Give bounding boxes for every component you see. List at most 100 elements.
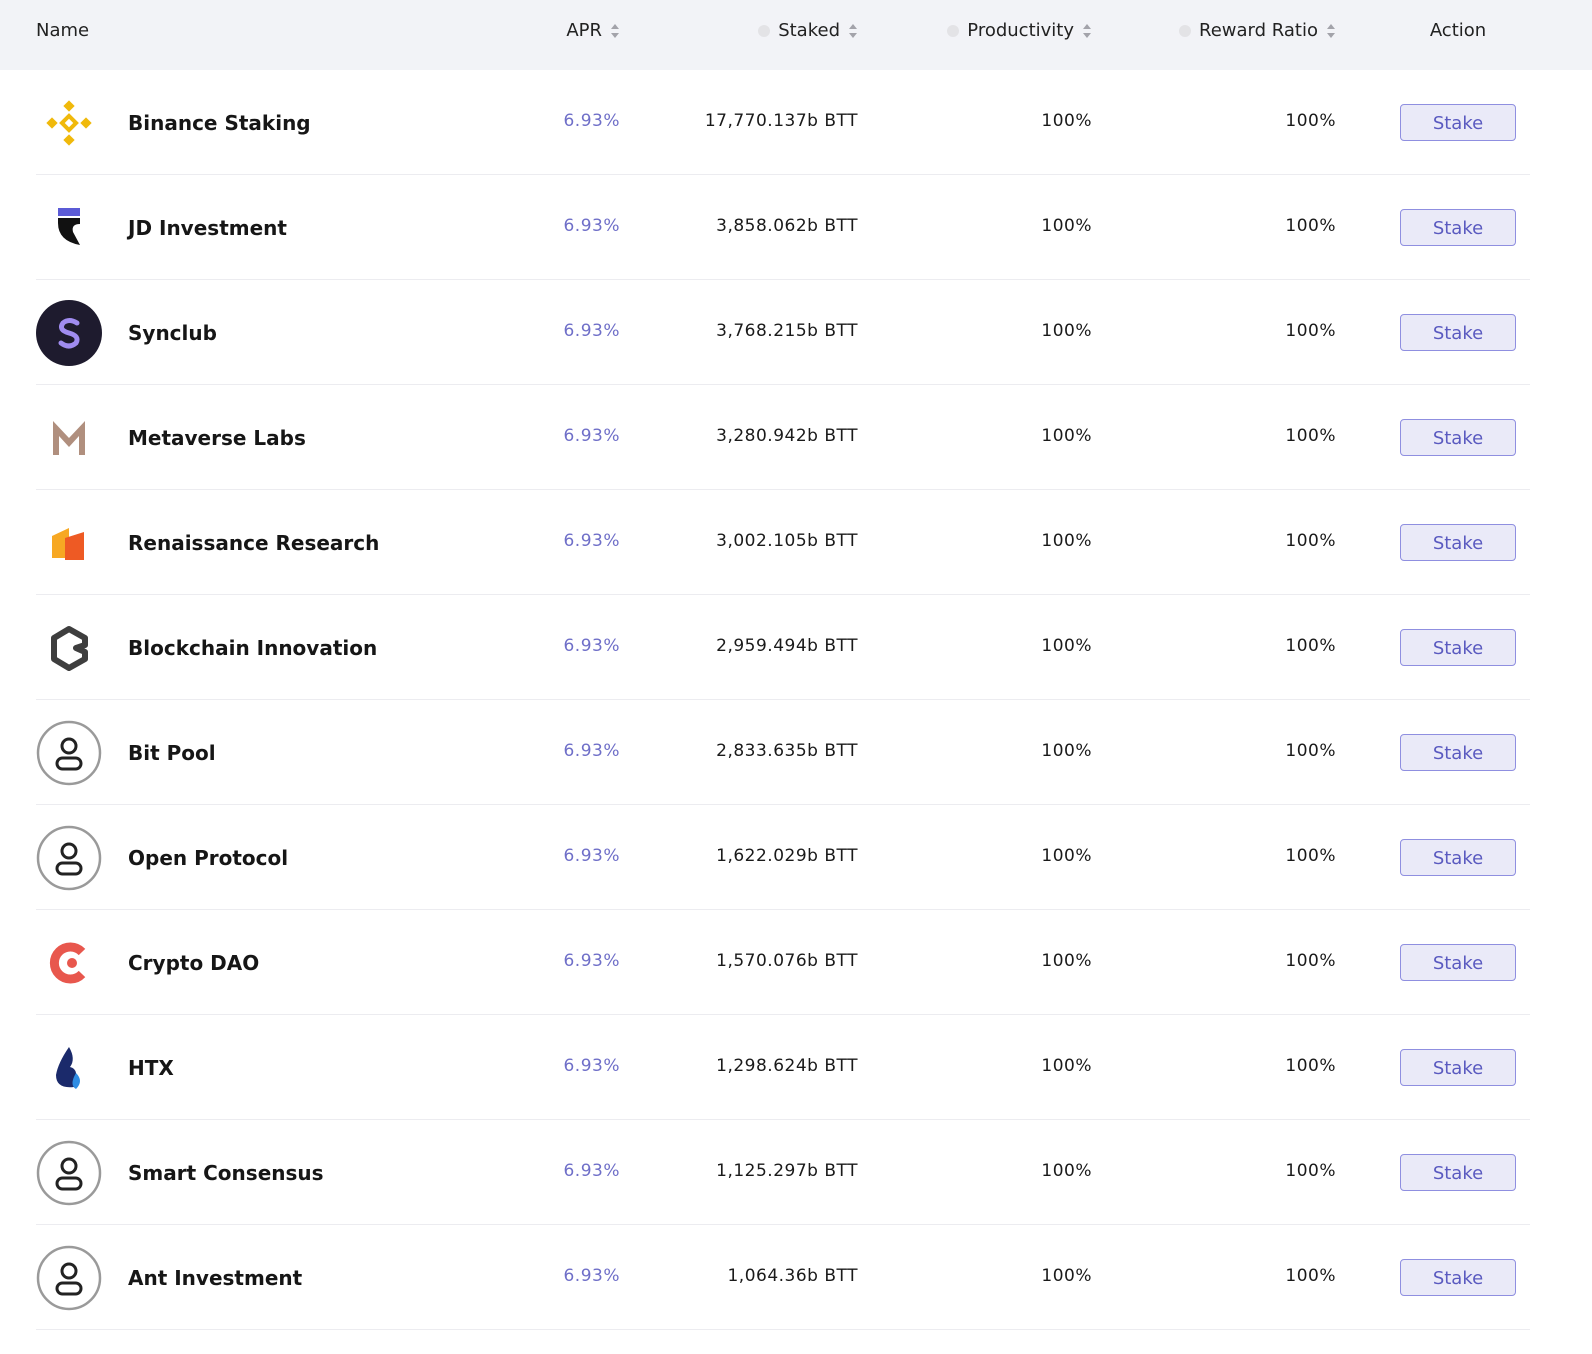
stake-button[interactable]: Stake <box>1400 629 1516 666</box>
stake-button[interactable]: Stake <box>1400 524 1516 561</box>
staked-value: 1,570.076b BTT <box>716 951 858 971</box>
row-divider <box>36 279 1530 280</box>
reward-ratio-value: 100% <box>1285 1161 1336 1181</box>
help-icon <box>758 25 771 37</box>
staked-value: 1,125.297b BTT <box>716 1161 858 1181</box>
reward-ratio-value: 100% <box>1285 111 1336 131</box>
stake-button[interactable]: Stake <box>1400 1049 1516 1086</box>
productivity-value: 100% <box>1041 1056 1092 1076</box>
sort-icon <box>1327 24 1335 38</box>
staked-value: 2,833.635b BTT <box>716 741 858 761</box>
stake-button[interactable]: Stake <box>1400 104 1516 141</box>
stake-button[interactable]: Stake <box>1400 734 1516 771</box>
table-row: Renaissance Research 6.93% 3,002.105b BTT 1… <box>0 490 1592 595</box>
apr-value: 6.93% <box>563 1161 620 1181</box>
icon-body <box>55 756 83 771</box>
sort-arrows <box>1083 24 1091 38</box>
sort-arrows <box>1327 24 1335 38</box>
apr-value: 6.93% <box>563 216 620 236</box>
table-row: Smart Consensus 6.93% 1,125.297b BTT 100% 10… <box>0 1120 1592 1225</box>
productivity-value: 100% <box>1041 1266 1092 1286</box>
validator-name: Metaverse Labs <box>128 426 306 450</box>
row-divider <box>36 594 1530 595</box>
help-icon <box>947 25 960 37</box>
table-row: Metaverse Labs 6.93% 3,280.942b BTT 100% 100… <box>0 385 1592 490</box>
row-divider <box>36 699 1530 700</box>
validator-name: Blockchain Innovation <box>128 636 378 660</box>
validator-logo <box>36 825 102 891</box>
column-header: Name <box>36 0 236 62</box>
validator-name: Bit Pool <box>128 741 216 765</box>
reward-ratio-value: 100% <box>1285 951 1336 971</box>
icon-shape <box>56 1047 77 1088</box>
icon-body <box>55 861 83 876</box>
stake-button[interactable]: Stake <box>1400 419 1516 456</box>
validator-logo <box>36 1245 102 1311</box>
table-row: Synclub 6.93% 3,768.215b BTT 100% 100% Stake <box>0 280 1592 385</box>
staked-value: 2,959.494b BTT <box>716 636 858 656</box>
column-label: Staked <box>778 20 840 41</box>
staked-value: 1,622.029b BTT <box>716 846 858 866</box>
validator-name: JD Investment <box>128 216 287 240</box>
stake-button[interactable]: Stake <box>1400 1154 1516 1191</box>
productivity-value: 100% <box>1041 636 1092 656</box>
apr-value: 6.93% <box>563 951 620 971</box>
validator-name: Synclub <box>128 321 217 345</box>
reward-ratio-value: 100% <box>1285 846 1336 866</box>
column-label: Productivity <box>967 20 1074 41</box>
reward-ratio-value: 100% <box>1285 426 1336 446</box>
validator-name: Open Protocol <box>128 846 289 870</box>
reward-ratio-value: 100% <box>1285 1266 1336 1286</box>
validator-name: Crypto DAO <box>128 951 260 975</box>
table-row: Crypto DAO 6.93% 1,570.076b BTT 100% 100% Sta… <box>0 910 1592 1015</box>
validator-logo <box>36 720 102 786</box>
apr-value: 6.93% <box>563 846 620 866</box>
column-header[interactable]: Reward Ratio <box>1100 0 1336 62</box>
validator-name: Smart Consensus <box>128 1161 324 1185</box>
staked-value: 1,064.36b BTT <box>727 1266 858 1286</box>
staked-value: 3,002.105b BTT <box>716 531 858 551</box>
icon-shape <box>72 1073 80 1089</box>
apr-value: 6.93% <box>563 321 620 341</box>
apr-value: 6.93% <box>563 111 620 131</box>
icon-body <box>55 1281 83 1296</box>
validator-name: Binance Staking <box>128 111 311 135</box>
productivity-value: 100% <box>1041 531 1092 551</box>
stake-button[interactable]: Stake <box>1400 314 1516 351</box>
stake-button[interactable]: Stake <box>1400 209 1516 246</box>
staked-value: 1,298.624b BTT <box>716 1056 858 1076</box>
productivity-value: 100% <box>1041 111 1092 131</box>
apr-value: 6.93% <box>563 741 620 761</box>
column-header[interactable]: APR <box>480 0 620 62</box>
row-divider <box>36 384 1530 385</box>
column-header[interactable]: Staked <box>640 0 858 62</box>
staked-value: 3,280.942b BTT <box>716 426 858 446</box>
validator-logo <box>53 421 85 455</box>
sort-icon <box>611 24 619 38</box>
productivity-value: 100% <box>1041 951 1092 971</box>
reward-ratio-value: 100% <box>1285 216 1336 236</box>
productivity-value: 100% <box>1041 741 1092 761</box>
reward-ratio-value: 100% <box>1285 741 1336 761</box>
stake-button[interactable]: Stake <box>1400 944 1516 981</box>
row-divider <box>36 1014 1530 1015</box>
row-divider <box>36 1329 1530 1330</box>
icon-head <box>60 737 78 755</box>
table-row: Blockchain Innovation 6.93% 2,959.494b BTT… <box>0 595 1592 700</box>
row-divider <box>36 1119 1530 1120</box>
row-divider <box>36 489 1530 490</box>
staked-value: 3,858.062b BTT <box>716 216 858 236</box>
icon-head <box>60 1157 78 1175</box>
productivity-value: 100% <box>1041 846 1092 866</box>
productivity-value: 100% <box>1041 321 1092 341</box>
validator-logo <box>36 1140 102 1206</box>
productivity-value: 100% <box>1041 216 1092 236</box>
validator-logo <box>51 626 88 671</box>
icon-shape <box>58 218 80 245</box>
column-header[interactable]: Productivity <box>880 0 1092 62</box>
reward-ratio-value: 100% <box>1285 1056 1336 1076</box>
stake-button[interactable]: Stake <box>1400 1259 1516 1296</box>
validator-name: HTX <box>128 1056 174 1080</box>
validator-name: Ant Investment <box>128 1266 303 1290</box>
stake-button[interactable]: Stake <box>1400 839 1516 876</box>
